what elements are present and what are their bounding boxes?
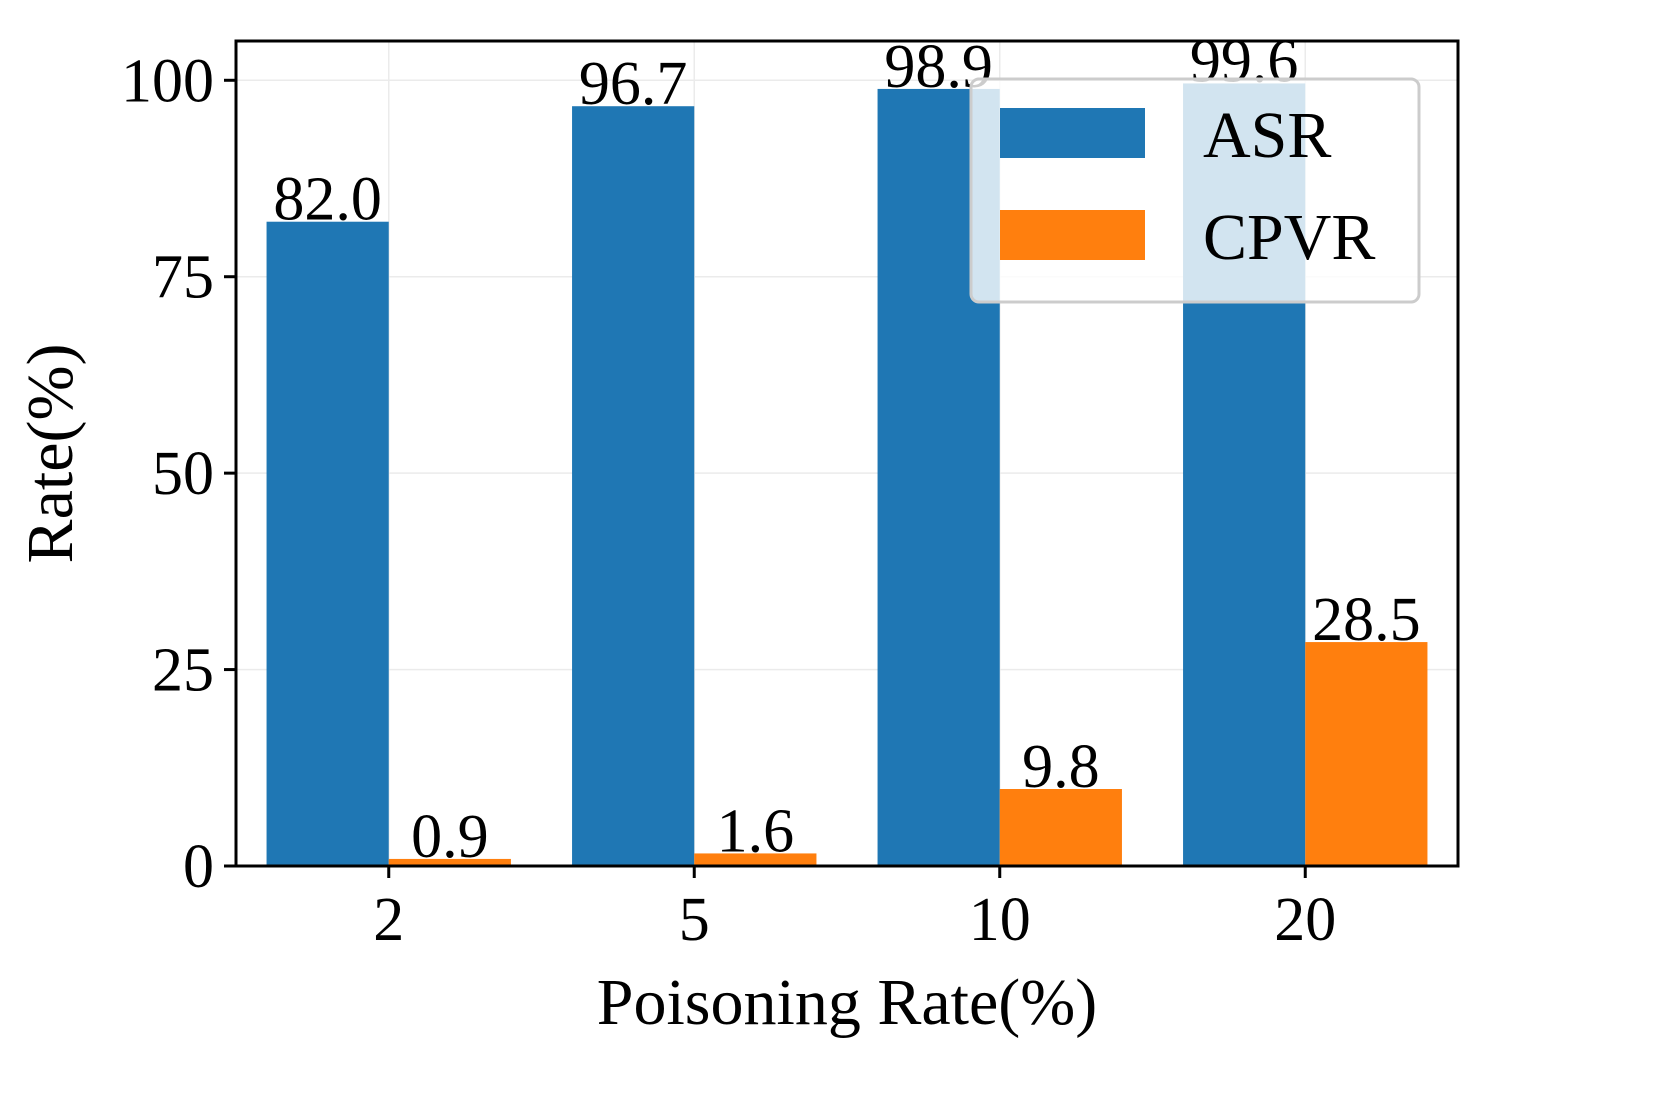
bars xyxy=(266,83,1428,866)
value-labels: 82.00.996.71.698.99.899.628.5 xyxy=(273,27,1420,871)
x-tick-label: 2 xyxy=(373,886,404,954)
legend: ASR CPVR xyxy=(969,77,1421,304)
y-tick-label: 0 xyxy=(183,833,214,901)
y-tick-label: 50 xyxy=(152,440,214,508)
x-tick-label: 20 xyxy=(1274,886,1336,954)
x-tick-label: 10 xyxy=(969,886,1031,954)
x-tick-label: 5 xyxy=(679,886,710,954)
legend-swatch-asr xyxy=(1000,108,1145,158)
legend-label-asr: ASR xyxy=(1203,99,1331,172)
legend-label-cpvr: CPVR xyxy=(1203,201,1375,274)
data-label-cpvr-20: 28.5 xyxy=(1312,586,1421,654)
data-label-asr-5: 96.7 xyxy=(579,50,688,118)
y-tick-label: 75 xyxy=(152,244,214,312)
data-label-asr-2: 82.0 xyxy=(273,166,382,234)
y-tick-label: 25 xyxy=(152,637,214,705)
bar-cpvr-5 xyxy=(694,853,817,866)
bar-asr-5 xyxy=(572,106,695,866)
y-tick-label: 100 xyxy=(121,47,214,115)
bar-cpvr-10 xyxy=(999,789,1122,866)
bar-asr-2 xyxy=(266,221,389,866)
data-label-cpvr-10: 9.8 xyxy=(1022,733,1100,801)
bar-cpvr-2 xyxy=(388,858,511,866)
y-axis-label: Rate(%) xyxy=(14,344,87,564)
plot-frame xyxy=(234,39,1460,868)
legend-swatch-cpvr xyxy=(1000,210,1145,260)
data-label-cpvr-5: 1.6 xyxy=(717,797,795,865)
data-label-cpvr-2: 0.9 xyxy=(411,803,489,871)
x-axis-label: Poisoning Rate(%) xyxy=(597,966,1097,1039)
bar-cpvr-20 xyxy=(1305,642,1428,866)
